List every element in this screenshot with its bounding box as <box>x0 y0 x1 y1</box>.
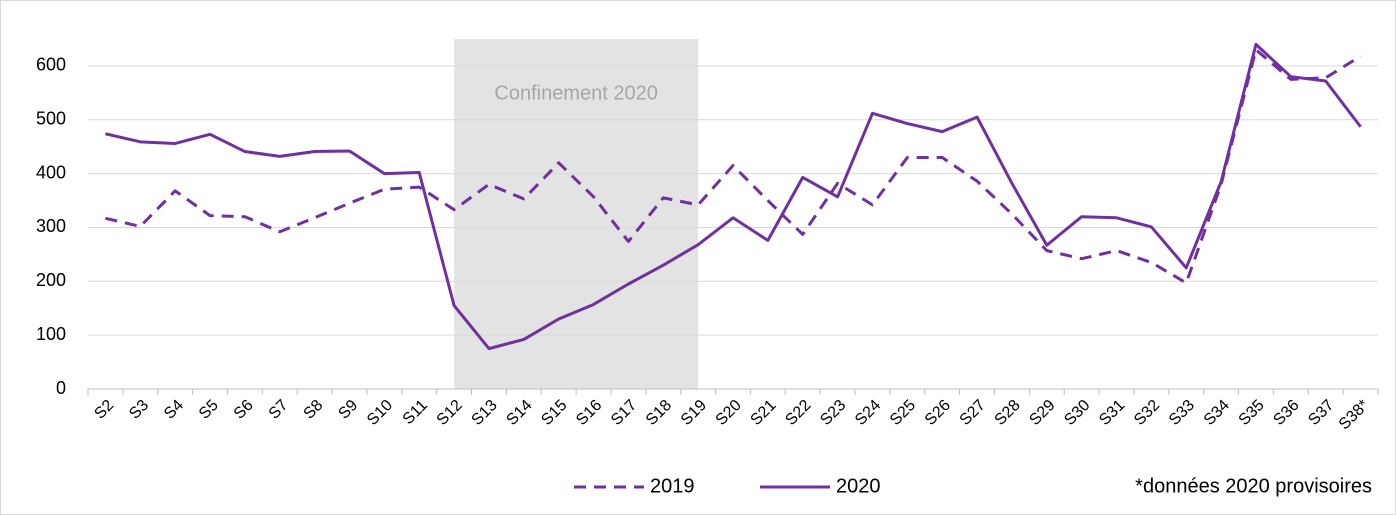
y-tick-label: 500 <box>36 109 66 129</box>
line-series <box>105 48 1362 285</box>
y-tick-label: 300 <box>36 216 66 236</box>
y-tick-label: 100 <box>36 324 66 344</box>
y-tick-label: 0 <box>56 378 66 398</box>
y-tick-label: 600 <box>36 55 66 75</box>
legend-label: 2019 <box>650 475 695 497</box>
footnote: *données 2020 provisoires <box>1135 475 1372 497</box>
y-tick-label: 400 <box>36 162 66 182</box>
annotation: Confinement 2020 <box>494 82 657 104</box>
y-tick-label: 200 <box>36 270 66 290</box>
line-series <box>105 42 1362 351</box>
legend-label: 2020 <box>836 475 881 497</box>
shaded-region <box>454 39 699 389</box>
